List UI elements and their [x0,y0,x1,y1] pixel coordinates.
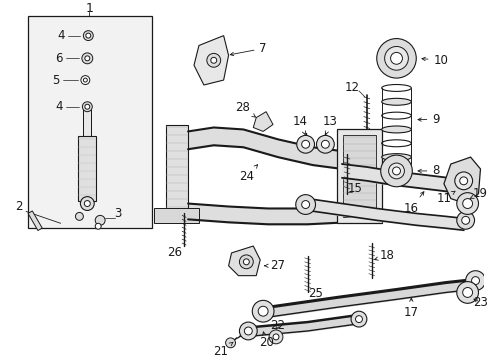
Text: 10: 10 [421,54,447,67]
Circle shape [295,195,315,215]
Text: 25: 25 [307,287,322,300]
Circle shape [225,338,235,348]
Text: 21: 21 [213,342,233,358]
Circle shape [81,53,93,64]
Bar [28,211,42,230]
Text: 18: 18 [374,249,393,262]
Bar [154,208,199,223]
Text: 8: 8 [417,165,439,177]
Ellipse shape [381,98,410,105]
Text: 5: 5 [52,73,59,86]
Circle shape [85,56,90,61]
Circle shape [456,193,478,215]
Circle shape [301,201,309,208]
Circle shape [95,215,105,225]
Text: 16: 16 [403,192,423,215]
Circle shape [81,76,90,85]
Polygon shape [194,36,228,85]
Circle shape [350,311,366,327]
Text: 23: 23 [472,296,487,309]
Circle shape [83,31,93,41]
Circle shape [83,78,87,82]
Circle shape [82,102,92,112]
Circle shape [316,135,334,153]
Polygon shape [253,112,272,131]
Circle shape [301,140,309,148]
Bar [83,110,91,138]
Circle shape [84,201,90,207]
Circle shape [252,300,273,322]
Bar [78,136,96,201]
Bar [28,16,151,228]
Text: 27: 27 [264,259,285,272]
Text: 14: 14 [292,115,306,135]
Text: 22: 22 [270,319,285,332]
Circle shape [296,135,314,153]
Text: 15: 15 [347,182,362,195]
Circle shape [454,172,471,190]
Text: 17: 17 [403,298,418,319]
Text: 7: 7 [230,42,266,56]
Circle shape [86,33,91,38]
Circle shape [384,46,407,70]
Polygon shape [228,246,260,276]
Text: 20: 20 [258,332,273,349]
Circle shape [239,322,257,340]
Circle shape [243,259,249,265]
Text: 4: 4 [57,29,64,42]
Text: 11: 11 [435,191,454,205]
Text: 6: 6 [55,52,62,65]
Circle shape [388,163,404,179]
Text: 24: 24 [238,165,257,183]
Ellipse shape [381,154,410,161]
Circle shape [80,197,94,211]
Circle shape [456,282,478,303]
Text: 1: 1 [85,3,93,15]
Circle shape [461,216,468,224]
Circle shape [456,211,473,229]
Bar [337,130,381,223]
Circle shape [268,330,283,344]
Text: 19: 19 [469,187,487,200]
Bar [343,135,375,217]
Circle shape [380,155,411,187]
Text: 13: 13 [322,115,337,135]
Circle shape [462,199,471,208]
Circle shape [392,167,400,175]
Circle shape [239,255,253,269]
Circle shape [376,39,415,78]
Circle shape [470,276,479,284]
Text: 9: 9 [417,113,439,126]
Text: 12: 12 [344,81,359,94]
Circle shape [210,57,216,63]
Polygon shape [443,157,480,203]
Circle shape [390,53,402,64]
Bar [166,125,188,213]
Circle shape [459,177,467,185]
Circle shape [272,334,278,340]
Circle shape [206,53,220,67]
Text: 4: 4 [55,100,62,113]
Text: 2: 2 [16,200,23,213]
Circle shape [258,306,267,316]
Circle shape [321,140,328,148]
Circle shape [465,271,485,291]
Text: 28: 28 [235,101,255,117]
Ellipse shape [381,126,410,133]
Circle shape [244,327,252,335]
Circle shape [85,104,90,109]
Circle shape [95,223,101,229]
Circle shape [462,288,471,297]
Text: 26: 26 [166,247,182,260]
Circle shape [75,212,83,220]
Circle shape [355,316,362,323]
Text: 3: 3 [114,207,122,220]
